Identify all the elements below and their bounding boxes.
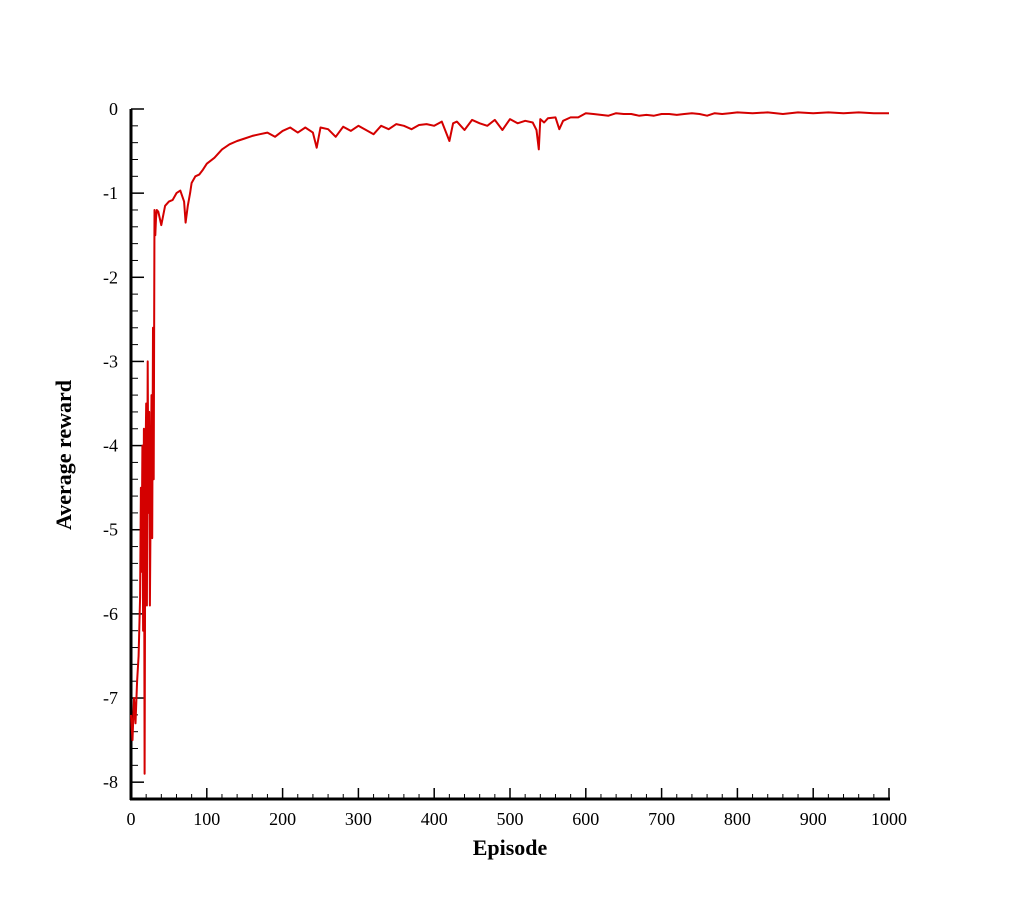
axes <box>129 108 890 801</box>
x-tick-label: 700 <box>648 809 675 829</box>
y-tick-label: -7 <box>103 688 118 708</box>
y-tick-label: 0 <box>109 99 118 119</box>
x-tick-label: 300 <box>345 809 372 829</box>
x-tick-label: 500 <box>497 809 524 829</box>
x-tick-label: 800 <box>724 809 751 829</box>
x-tick-label: 0 <box>127 809 136 829</box>
x-tick-label: 600 <box>572 809 599 829</box>
y-axis-title: Average reward <box>51 380 76 530</box>
x-tick-label: 900 <box>800 809 827 829</box>
series-layer <box>130 111 889 775</box>
y-tick-label: -8 <box>103 772 118 792</box>
y-tick-label: -4 <box>103 436 118 456</box>
y-tick-label: -3 <box>103 351 118 371</box>
x-tick-label: 400 <box>421 809 448 829</box>
x-tick-label: 200 <box>269 809 296 829</box>
y-tick-label: -5 <box>103 520 118 540</box>
y-tick-label: -1 <box>103 183 118 203</box>
y-tick-label: -6 <box>103 604 118 624</box>
x-tick-label: 100 <box>193 809 220 829</box>
series-line <box>130 111 889 775</box>
x-tick-label: 1000 <box>871 809 907 829</box>
y-tick-label: -2 <box>103 267 118 287</box>
x-axis-title: Episode <box>473 835 548 860</box>
tick-labels: 0 100 200 300 400 500 600 700 800 900 1000 0 -1 -2 -3 -… <box>103 99 907 829</box>
